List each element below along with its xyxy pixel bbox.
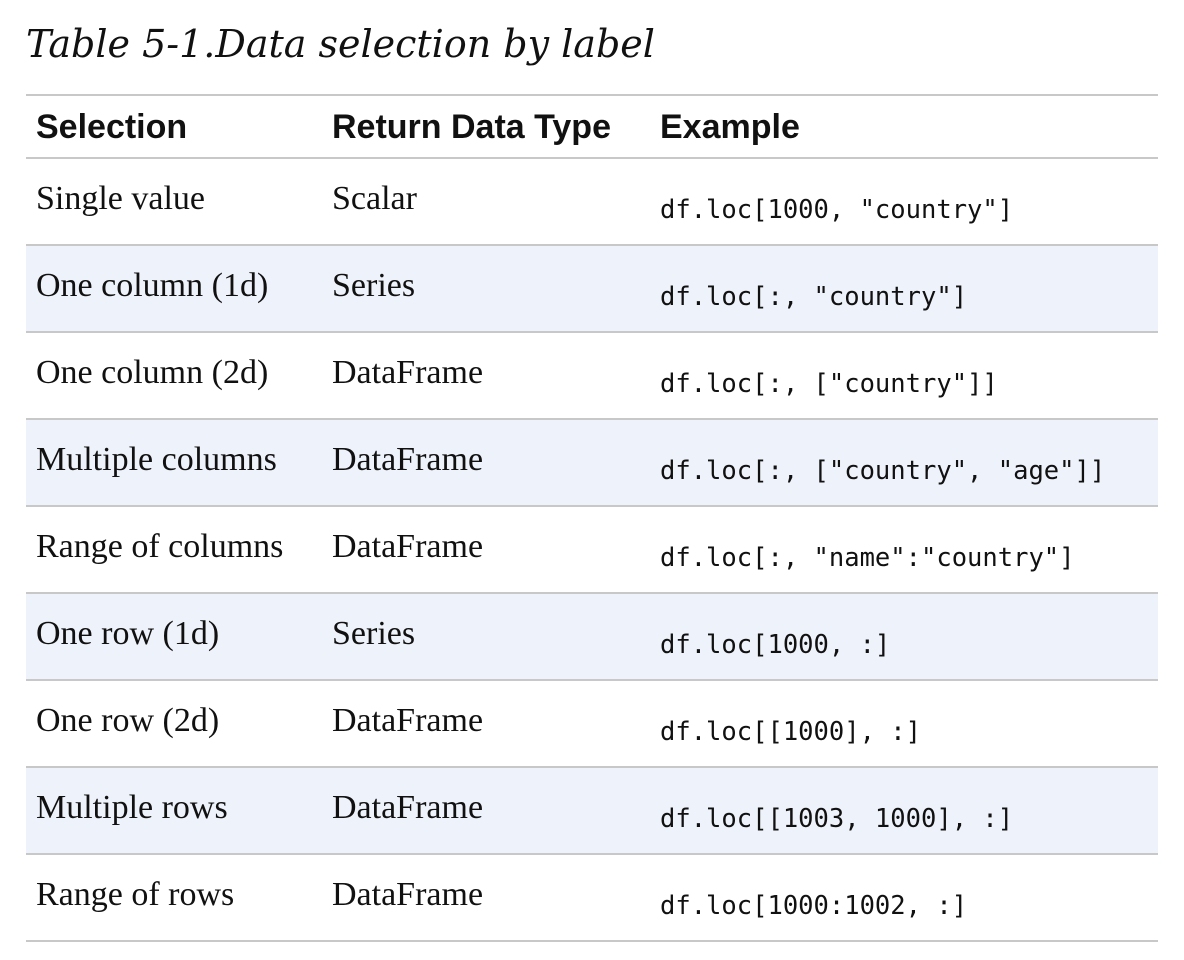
return-type-cell: Scalar (332, 180, 417, 217)
selection-cell: Multiple columns (36, 441, 277, 478)
table-row: One row (2d) DataFrame df.loc[[1000], :] (26, 681, 1158, 768)
example-code-cell: df.loc[[1000], :] (660, 717, 921, 747)
header-selection: Selection (36, 108, 188, 146)
selection-cell: Single value (36, 180, 206, 217)
table-caption: Table 5-1.Data selection by label (26, 18, 655, 70)
header-example: Example (660, 108, 800, 146)
data-selection-table: Selection Return Data Type Example Singl… (26, 94, 1158, 942)
table-caption-label: Table 5-1. (26, 22, 216, 66)
return-type-cell: DataFrame (332, 876, 484, 913)
selection-cell: One column (2d) (36, 354, 269, 391)
table-row: One row (1d) Series df.loc[1000, :] (26, 594, 1158, 681)
example-code-cell: df.loc[1000, "country"] (660, 195, 1014, 225)
return-type-cell: DataFrame (332, 528, 484, 565)
table-row: Single value Scalar df.loc[1000, "countr… (26, 159, 1158, 246)
example-code-cell: df.loc[[1003, 1000], :] (660, 804, 1014, 834)
table-caption-title: Data selection by label (215, 22, 655, 66)
table-row: Range of rows DataFrame df.loc[1000:1002… (26, 855, 1158, 942)
return-type-cell: DataFrame (332, 789, 484, 826)
table-header-row: Selection Return Data Type Example (26, 96, 1158, 159)
selection-cell: One row (2d) (36, 702, 220, 739)
return-type-cell: Series (332, 615, 416, 652)
return-type-cell: DataFrame (332, 702, 484, 739)
example-code-cell: df.loc[:, "name":"country"] (660, 543, 1075, 573)
example-code-cell: df.loc[:, "country"] (660, 282, 968, 312)
return-type-cell: DataFrame (332, 441, 484, 478)
table-row: Range of columns DataFrame df.loc[:, "na… (26, 507, 1158, 594)
table-row: One column (2d) DataFrame df.loc[:, ["co… (26, 333, 1158, 420)
table-row: Multiple rows DataFrame df.loc[[1003, 10… (26, 768, 1158, 855)
return-type-cell: Series (332, 267, 416, 304)
example-code-cell: df.loc[:, ["country"]] (660, 369, 998, 399)
example-code-cell: df.loc[:, ["country", "age"]] (660, 456, 1106, 486)
selection-cell: Range of rows (36, 876, 235, 913)
selection-cell: One row (1d) (36, 615, 220, 652)
selection-cell: Range of columns (36, 528, 284, 565)
example-code-cell: df.loc[1000:1002, :] (660, 891, 968, 921)
example-code-cell: df.loc[1000, :] (660, 630, 891, 660)
selection-cell: Multiple rows (36, 789, 228, 826)
table-row: Multiple columns DataFrame df.loc[:, ["c… (26, 420, 1158, 507)
header-return-data-type: Return Data Type (332, 108, 611, 146)
table-row: One column (1d) Series df.loc[:, "countr… (26, 246, 1158, 333)
return-type-cell: DataFrame (332, 354, 484, 391)
selection-cell: One column (1d) (36, 267, 269, 304)
